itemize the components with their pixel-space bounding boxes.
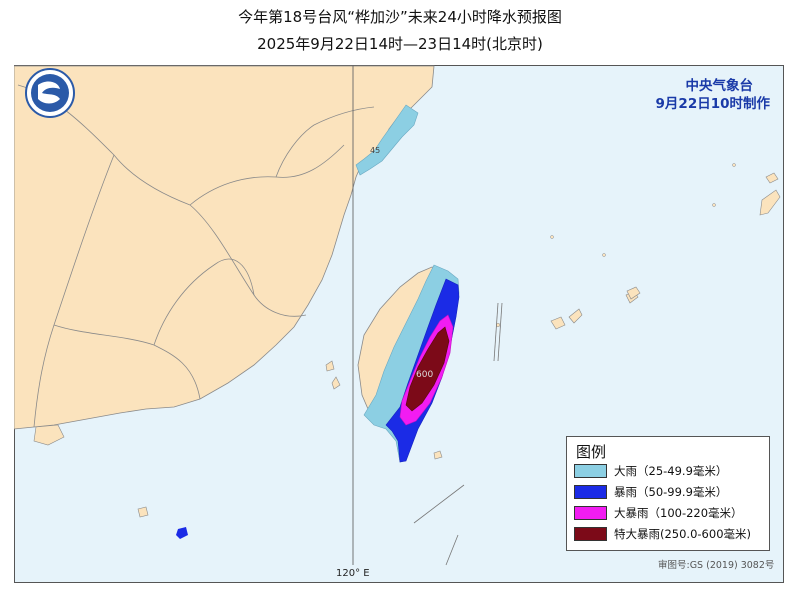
legend-swatch	[574, 463, 607, 478]
map-subtitle: 2025年9月22日14时—23日14时(北京时)	[257, 35, 543, 53]
legend-swatch	[574, 505, 607, 520]
legend-label: 暴雨（50-99.9毫米）	[614, 484, 728, 499]
legend-item-extreme-rainstorm: 特大暴雨(250.0-600毫米)	[574, 525, 751, 542]
island-dot	[732, 163, 736, 167]
legend-title: 图例	[576, 443, 607, 461]
legend-swatch	[574, 526, 607, 541]
province-boundaries	[17, 84, 375, 428]
island-dot	[712, 203, 716, 207]
cma-logo	[25, 68, 75, 118]
map-title: 今年第18号台风“桦加沙”未来24小时降水预报图	[238, 8, 562, 26]
legend-label: 大暴雨（100-220毫米）	[614, 505, 743, 520]
contour-value-45: 45	[370, 146, 380, 155]
legend-item-heavy-rainstorm: 大暴雨（100-220毫米）	[574, 504, 743, 521]
offshore-islands	[33, 172, 781, 518]
island-dot	[550, 235, 554, 239]
issue-time: 9月22日10时制作	[655, 96, 770, 112]
coastal-rain-area	[355, 104, 419, 176]
maritime-boundaries	[413, 302, 503, 566]
longitude-label: 120° E	[336, 568, 370, 579]
legend-item-rainstorm: 暴雨（50-99.9毫米）	[574, 483, 727, 500]
issuing-agency: 中央气象台	[685, 78, 754, 94]
map-approval-number: 审图号:GS (2019) 3082号	[658, 560, 775, 571]
island-dot	[602, 253, 606, 257]
legend-label: 大雨（25-49.9毫米）	[614, 463, 728, 478]
legend-label: 特大暴雨(250.0-600毫米)	[614, 526, 751, 541]
rain-spot	[176, 527, 188, 539]
legend-item-heavy-rain: 大雨（25-49.9毫米）	[574, 462, 727, 479]
rain-band-extreme-rainstorm	[405, 326, 450, 412]
contour-value-600: 600	[416, 370, 433, 380]
legend-swatch	[574, 484, 607, 499]
precipitation-map: 600 45	[14, 65, 784, 583]
legend: 图例 大雨（25-49.9毫米） 暴雨（50-99.9毫米） 大暴雨（100-2…	[566, 436, 770, 551]
